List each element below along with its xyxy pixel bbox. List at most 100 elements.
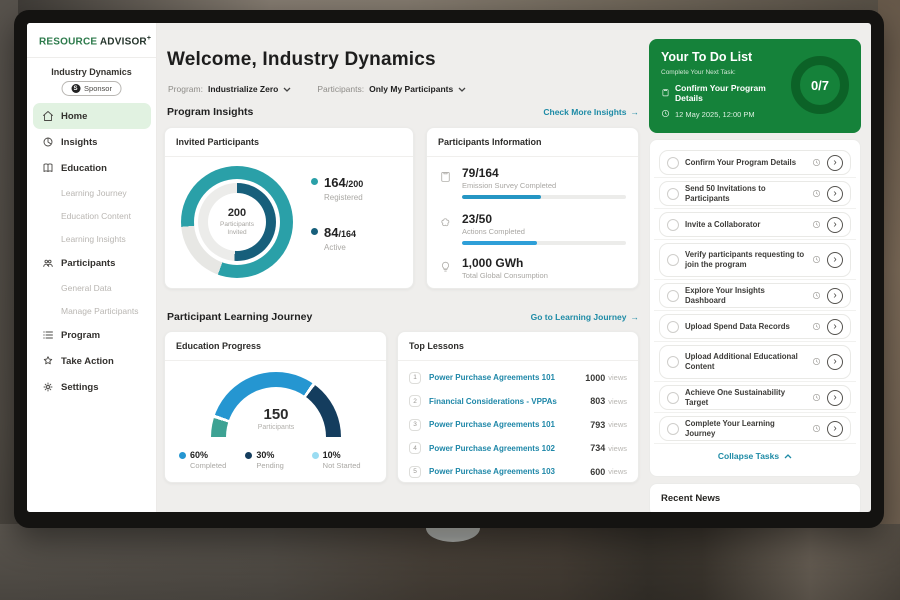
program-dropdown[interactable]: Program: Industrialize Zero: [168, 84, 291, 94]
lesson-link[interactable]: Power Purchase Agreements 103: [429, 467, 555, 477]
top-lessons-card: Top Lessons 1 Power Purchase Agreements …: [397, 331, 639, 483]
info-row: 1,000 GWh Total Global Consumption: [439, 256, 626, 280]
task-label: Achieve One Sustainability Target: [685, 387, 786, 407]
sidebar-item-manage-participants[interactable]: Manage Participants: [33, 299, 151, 322]
donut-center-value: 200: [227, 206, 247, 219]
background: [0, 0, 18, 600]
divider: [427, 156, 638, 157]
donut-center: 200 Participants Invited: [208, 193, 266, 251]
sidebar-item-home[interactable]: Home: [33, 103, 151, 129]
lesson-rank: 1: [409, 371, 421, 384]
sidebar-item-label: Education Content: [61, 210, 131, 221]
todo-subtitle: Complete Your Next Task:: [661, 69, 736, 76]
lesson-row[interactable]: 4 Power Purchase Agreements 102 734 view…: [409, 437, 627, 461]
sidebar-item-program[interactable]: Program: [33, 322, 151, 348]
sponsor-badge: S Sponsor: [61, 81, 122, 96]
chevron-down-icon: [283, 87, 291, 92]
legend-item: 164/200 Registered: [311, 174, 363, 202]
lesson-views: 1000: [585, 372, 606, 383]
task-checkbox[interactable]: [667, 356, 679, 368]
collapse-tasks-link[interactable]: Collapse Tasks: [659, 451, 851, 461]
lesson-row[interactable]: 3 Power Purchase Agreements 101 793 view…: [409, 413, 627, 437]
sidebar-item-participants[interactable]: Participants: [33, 250, 151, 276]
task-checkbox[interactable]: [667, 156, 679, 169]
app-logo: RESOURCE ADVISOR+: [39, 35, 151, 47]
legend-label: Pending: [256, 461, 284, 470]
todo-task[interactable]: Achieve One Sustainability Target ›: [654, 385, 856, 413]
sidebar-item-settings[interactable]: Settings: [33, 374, 151, 400]
sidebar-item-education[interactable]: Education: [33, 155, 151, 181]
sidebar-item-insights[interactable]: Insights: [33, 129, 151, 155]
todo-progress-ring: 0/7: [791, 56, 849, 114]
legend-item: 10% Not Started: [311, 450, 378, 470]
task-checkbox[interactable]: [667, 391, 679, 404]
todo-task[interactable]: Invite a Collaborator ›: [654, 212, 856, 240]
sidebar-menu: Home Insights Education Learning Journey…: [33, 103, 151, 400]
sidebar-item-label: Take Action: [61, 355, 114, 367]
lesson-row[interactable]: 2 Financial Considerations - VPPAs 803 v…: [409, 390, 627, 414]
lesson-row[interactable]: 1 Power Purchase Agreements 101 1000 vie…: [409, 366, 627, 390]
pie-chart-icon: [41, 136, 54, 149]
todo-task[interactable]: Send 50 Invitations to Participants ›: [654, 181, 856, 209]
sidebar-item-general-data[interactable]: General Data: [33, 276, 151, 299]
check-more-insights-link[interactable]: Check More Insights →: [543, 107, 639, 117]
task-chevron-button[interactable]: ›: [827, 420, 843, 437]
clipboard-icon: [439, 170, 452, 183]
participants-dropdown[interactable]: Participants: Only My Participants: [317, 84, 466, 94]
task-checkbox[interactable]: [667, 422, 679, 435]
todo-task[interactable]: Upload Additional Educational Content ›: [654, 345, 856, 382]
clock-icon: [812, 420, 821, 438]
sidebar: RESOURCE ADVISOR+ Industry Dynamics S Sp…: [27, 23, 157, 512]
todo-task[interactable]: Upload Spend Data Records ›: [654, 314, 856, 342]
lesson-rank: 2: [409, 395, 421, 408]
collapse-label: Collapse Tasks: [717, 451, 780, 461]
legend-label: Active: [324, 243, 346, 252]
sidebar-item-education-content[interactable]: Education Content: [33, 204, 151, 227]
sidebar-item-take-action[interactable]: Take Action: [33, 348, 151, 374]
task-chevron-button[interactable]: ›: [827, 287, 843, 304]
todo-due-date: 12 May 2025, 12:00 PM: [661, 109, 849, 120]
todo-task[interactable]: Confirm Your Program Details ›: [654, 150, 856, 178]
task-chevron-button[interactable]: ›: [827, 389, 843, 406]
lesson-link[interactable]: Financial Considerations - VPPAs: [429, 396, 557, 406]
invited-participants-card: Invited Participants 200 Participants In…: [164, 127, 414, 289]
legend-total: /164: [338, 229, 356, 239]
info-value: 1,000 GWh: [462, 256, 524, 270]
todo-task[interactable]: Complete Your Learning Journey ›: [654, 416, 856, 444]
card-title: Education Progress: [176, 341, 262, 351]
task-chevron-button[interactable]: ›: [827, 318, 843, 335]
legend-item: 60% Completed: [179, 450, 245, 470]
sidebar-item-learning-journey[interactable]: Learning Journey: [33, 181, 151, 204]
legend-dot: [311, 451, 319, 459]
task-checkbox[interactable]: [667, 254, 679, 266]
clock-icon: [812, 287, 821, 305]
task-checkbox[interactable]: [667, 218, 679, 231]
task-chevron-button[interactable]: ›: [827, 216, 843, 233]
gear-icon: [41, 381, 54, 394]
task-checkbox[interactable]: [667, 187, 679, 200]
views-suffix: views: [608, 420, 627, 430]
views-suffix: views: [608, 467, 627, 477]
lesson-link[interactable]: Power Purchase Agreements 102: [429, 443, 555, 453]
task-chevron-button[interactable]: ›: [827, 252, 843, 268]
task-checkbox[interactable]: [667, 320, 679, 333]
todo-task[interactable]: Verify participants requesting to join t…: [654, 243, 856, 280]
lesson-row[interactable]: 5 Power Purchase Agreements 103 600 view…: [409, 460, 627, 484]
todo-task[interactable]: Explore Your Insights Dashboard ›: [654, 283, 856, 311]
sidebar-item-learning-insights[interactable]: Learning Insights: [33, 227, 151, 250]
gauge-center: 150 Participants: [211, 406, 341, 431]
sponsor-icon: S: [71, 84, 81, 93]
task-chevron-button[interactable]: ›: [827, 185, 843, 202]
lesson-link[interactable]: Power Purchase Agreements 101: [429, 420, 555, 430]
lesson-views: 734: [590, 443, 606, 454]
task-chevron-button[interactable]: ›: [827, 154, 843, 171]
legend-item: 84/164 Active: [311, 224, 363, 252]
card-title: Top Lessons: [409, 341, 464, 351]
star-icon: [41, 355, 54, 368]
lesson-link[interactable]: Power Purchase Agreements 101: [429, 373, 555, 383]
legend-dot: [245, 451, 253, 459]
task-chevron-button[interactable]: ›: [827, 354, 843, 370]
task-checkbox[interactable]: [667, 289, 679, 302]
go-to-learning-journey-link[interactable]: Go to Learning Journey →: [531, 312, 639, 322]
participants-information-card: Participants Information 79/164 Emission…: [426, 127, 639, 289]
